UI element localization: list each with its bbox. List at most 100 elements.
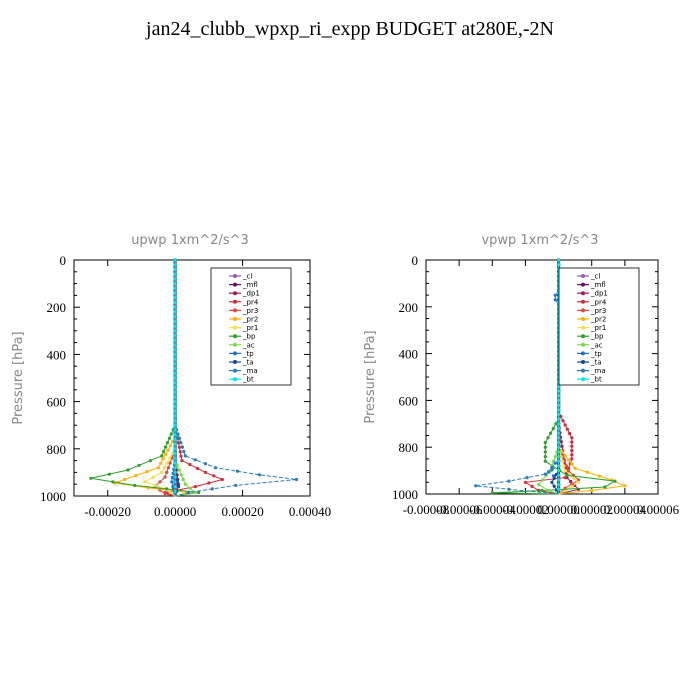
series-marker-bt xyxy=(173,400,177,404)
series-marker-bt xyxy=(173,300,177,305)
series-marker-pr2 xyxy=(171,439,175,443)
legend-label: _mfl xyxy=(242,281,258,289)
series-marker-pr4 xyxy=(188,462,192,467)
legend-label: _pr2 xyxy=(242,316,258,324)
series-marker-bp xyxy=(160,454,164,458)
series-marker-bp xyxy=(163,445,168,449)
series-line-ma xyxy=(475,260,560,495)
series-marker-pr1 xyxy=(576,480,581,484)
series-marker-bt xyxy=(173,286,177,290)
series-marker-pr1 xyxy=(153,483,157,487)
legend-box xyxy=(210,267,292,386)
legend-label: _dp1 xyxy=(590,290,608,298)
series-marker-pr3 xyxy=(163,492,167,496)
series-marker-pr2 xyxy=(159,461,163,465)
series-marker-bt xyxy=(173,409,177,413)
series-marker-bp xyxy=(107,472,111,476)
series-marker-ma xyxy=(182,449,186,454)
series-marker-bt xyxy=(173,329,177,333)
series-marker-pr2 xyxy=(156,466,160,470)
series-marker-bp xyxy=(551,426,555,431)
series-marker-bt xyxy=(173,277,177,281)
legend-label: _ma xyxy=(590,367,606,375)
series-marker-bp xyxy=(133,483,137,487)
series-marker-pr3 xyxy=(566,469,571,473)
series-marker-ac xyxy=(541,478,545,482)
series-marker-bt xyxy=(557,473,561,477)
series-line-tp xyxy=(171,260,176,497)
series-line-ac xyxy=(174,260,197,497)
legend-marker xyxy=(581,342,585,347)
y-tick-label: 600 xyxy=(399,393,419,408)
series-marker-ac xyxy=(537,483,541,487)
legend-label: _bp xyxy=(242,333,256,341)
legend-marker xyxy=(233,317,237,321)
y-axis-label: Pressure [hPa] xyxy=(363,330,378,423)
series-marker-pr3 xyxy=(564,464,569,468)
series-marker-ma xyxy=(214,466,218,470)
legend-marker xyxy=(233,325,237,330)
series-marker-ma xyxy=(180,445,184,449)
series-marker-bp xyxy=(549,431,553,435)
series-marker-ac xyxy=(179,473,183,477)
series-marker-ac xyxy=(175,463,179,467)
x-tick-label: -0.00002 xyxy=(502,502,549,517)
series-marker-pr4 xyxy=(523,480,528,484)
legend-label: _pr3 xyxy=(590,307,606,315)
series-marker-bt xyxy=(557,478,561,482)
legend-label: _cl xyxy=(590,273,600,281)
x-tick-label: -0.00020 xyxy=(84,504,131,519)
series-marker-bt xyxy=(173,263,177,267)
series-marker-dp1 xyxy=(559,440,563,444)
series-marker-bp xyxy=(126,468,130,472)
series-marker-ma xyxy=(210,487,214,491)
series-marker-pr1 xyxy=(151,475,155,479)
legend-marker xyxy=(581,299,585,304)
series-line-dp1 xyxy=(167,260,180,497)
x-tick-label: 0.00002 xyxy=(571,502,613,517)
series-line-bp xyxy=(492,260,617,495)
series-marker-bt xyxy=(557,440,561,445)
series-marker-pr2 xyxy=(563,454,567,458)
series-marker-pr3 xyxy=(165,470,169,474)
series-marker-bt xyxy=(173,367,177,371)
series-marker-pr1 xyxy=(160,470,164,474)
series-marker-bt xyxy=(173,282,177,286)
series-marker-pr2 xyxy=(161,457,165,461)
series-marker-bp xyxy=(137,463,141,467)
series-marker-tp xyxy=(553,293,557,297)
series-marker-pr1 xyxy=(560,459,565,463)
series-marker-pr2 xyxy=(163,452,168,457)
series-marker-bt xyxy=(173,362,177,366)
series-marker-pr3 xyxy=(163,475,167,479)
y-tick-label: 400 xyxy=(47,347,67,362)
legend-marker xyxy=(581,308,585,313)
series-marker-ma xyxy=(257,473,261,477)
series-marker-tp xyxy=(553,298,557,302)
legend-marker xyxy=(233,368,237,373)
series-marker-ac xyxy=(547,488,551,493)
legend-label: _bt xyxy=(242,376,254,384)
series-marker-bt xyxy=(557,417,561,421)
series-marker-pr4 xyxy=(565,471,569,475)
series-marker-bt xyxy=(173,447,177,451)
series-marker-bt xyxy=(557,469,561,473)
series-marker-pr4 xyxy=(530,484,534,488)
series-marker-pr4 xyxy=(176,441,181,445)
series-marker-bt xyxy=(557,389,561,393)
series-marker-bp xyxy=(169,432,173,436)
series-marker-bt xyxy=(173,291,177,295)
series-marker-pr2 xyxy=(590,488,594,493)
series-marker-bt xyxy=(173,376,177,380)
series-marker-bt xyxy=(557,258,561,262)
legend-marker xyxy=(581,368,585,373)
series-marker-ta xyxy=(176,485,181,489)
x-tick-label: 0.00040 xyxy=(289,504,331,519)
legend-marker xyxy=(233,351,237,356)
x-tick-label: -0.00006 xyxy=(436,502,483,517)
legend-label: _ac xyxy=(590,341,603,349)
y-tick-label: 0 xyxy=(412,253,419,268)
series-marker-bt xyxy=(173,348,177,352)
legend-marker xyxy=(581,351,585,356)
legend-label: _bp xyxy=(590,333,604,341)
